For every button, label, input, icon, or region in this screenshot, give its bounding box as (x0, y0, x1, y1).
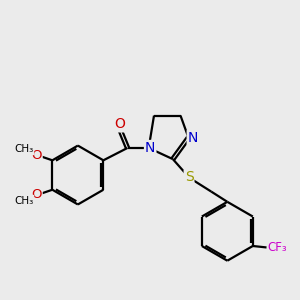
Text: CF₃: CF₃ (268, 241, 287, 254)
Text: N: N (188, 130, 198, 145)
Text: N: N (145, 141, 155, 155)
Text: CH₃: CH₃ (14, 196, 33, 206)
Text: O: O (31, 188, 42, 201)
Text: O: O (31, 149, 42, 162)
Text: S: S (185, 170, 194, 184)
Text: O: O (114, 117, 125, 131)
Text: CH₃: CH₃ (14, 144, 33, 154)
